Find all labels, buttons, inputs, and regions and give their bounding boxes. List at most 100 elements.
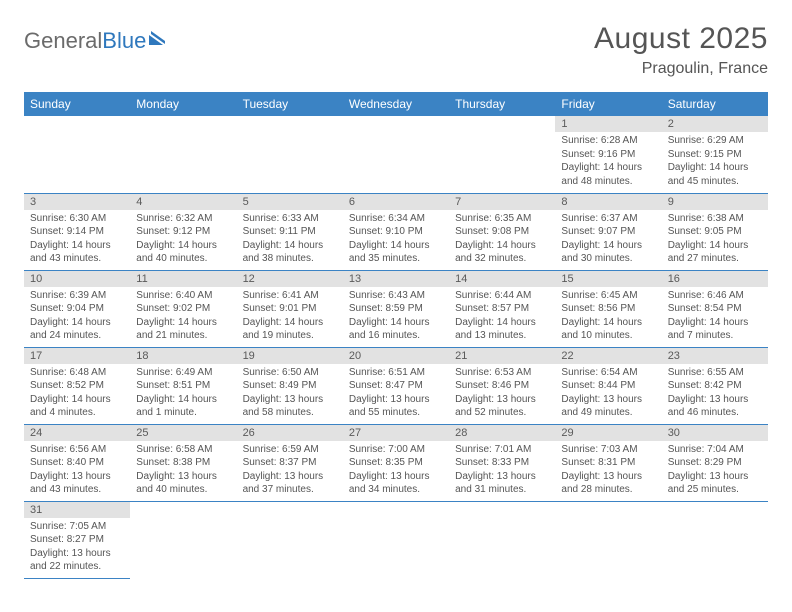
calendar-cell [343,501,449,578]
calendar-cell: 8Sunrise: 6:37 AMSunset: 9:07 PMDaylight… [555,193,661,270]
sunrise-text: Sunrise: 7:04 AM [668,443,762,457]
sunrise-text: Sunrise: 6:56 AM [30,443,124,457]
daylight-text: Daylight: 14 hours and 27 minutes. [668,239,762,266]
daylight-text: Daylight: 14 hours and 1 minute. [136,393,230,420]
calendar-cell [237,501,343,578]
sunset-text: Sunset: 8:57 PM [455,302,549,316]
sunrise-text: Sunrise: 6:46 AM [668,289,762,303]
daylight-text: Daylight: 13 hours and 40 minutes. [136,470,230,497]
day-details: Sunrise: 6:54 AMSunset: 8:44 PMDaylight:… [555,364,661,424]
sunrise-text: Sunrise: 6:28 AM [561,134,655,148]
calendar-week-row: 10Sunrise: 6:39 AMSunset: 9:04 PMDayligh… [24,270,768,347]
daylight-text: Daylight: 14 hours and 35 minutes. [349,239,443,266]
sunrise-text: Sunrise: 6:30 AM [30,212,124,226]
calendar-week-row: 1Sunrise: 6:28 AMSunset: 9:16 PMDaylight… [24,116,768,193]
calendar-body: 1Sunrise: 6:28 AMSunset: 9:16 PMDaylight… [24,116,768,578]
day-number: 25 [130,425,236,441]
day-details: Sunrise: 6:43 AMSunset: 8:59 PMDaylight:… [343,287,449,347]
month-title: August 2025 [594,22,768,56]
day-number: 11 [130,271,236,287]
calendar-page: GeneralBlue August 2025 Pragoulin, Franc… [0,0,792,601]
logo: GeneralBlue [24,22,169,54]
sunset-text: Sunset: 8:47 PM [349,379,443,393]
weekday-header: Friday [555,92,661,116]
calendar-cell: 11Sunrise: 6:40 AMSunset: 9:02 PMDayligh… [130,270,236,347]
sunset-text: Sunset: 9:10 PM [349,225,443,239]
day-number: 16 [662,271,768,287]
day-number: 20 [343,348,449,364]
sunrise-text: Sunrise: 6:48 AM [30,366,124,380]
daylight-text: Daylight: 13 hours and 34 minutes. [349,470,443,497]
weekday-header-row: SundayMondayTuesdayWednesdayThursdayFrid… [24,92,768,116]
sunrise-text: Sunrise: 6:29 AM [668,134,762,148]
calendar-cell: 9Sunrise: 6:38 AMSunset: 9:05 PMDaylight… [662,193,768,270]
day-number: 31 [24,502,130,518]
calendar-week-row: 24Sunrise: 6:56 AMSunset: 8:40 PMDayligh… [24,424,768,501]
daylight-text: Daylight: 13 hours and 49 minutes. [561,393,655,420]
daylight-text: Daylight: 14 hours and 40 minutes. [136,239,230,266]
sunset-text: Sunset: 9:15 PM [668,148,762,162]
sunrise-text: Sunrise: 6:39 AM [30,289,124,303]
header: GeneralBlue August 2025 Pragoulin, Franc… [24,22,768,78]
day-number: 9 [662,194,768,210]
day-details: Sunrise: 6:40 AMSunset: 9:02 PMDaylight:… [130,287,236,347]
daylight-text: Daylight: 14 hours and 19 minutes. [243,316,337,343]
calendar-cell: 26Sunrise: 6:59 AMSunset: 8:37 PMDayligh… [237,424,343,501]
day-details: Sunrise: 7:05 AMSunset: 8:27 PMDaylight:… [24,518,130,578]
calendar-cell: 4Sunrise: 6:32 AMSunset: 9:12 PMDaylight… [130,193,236,270]
day-number: 22 [555,348,661,364]
day-details: Sunrise: 7:00 AMSunset: 8:35 PMDaylight:… [343,441,449,501]
day-number: 3 [24,194,130,210]
day-details: Sunrise: 6:44 AMSunset: 8:57 PMDaylight:… [449,287,555,347]
day-details: Sunrise: 6:50 AMSunset: 8:49 PMDaylight:… [237,364,343,424]
sunrise-text: Sunrise: 7:03 AM [561,443,655,457]
calendar-cell: 22Sunrise: 6:54 AMSunset: 8:44 PMDayligh… [555,347,661,424]
calendar-cell: 27Sunrise: 7:00 AMSunset: 8:35 PMDayligh… [343,424,449,501]
logo-text-2: Blue [102,28,146,54]
daylight-text: Daylight: 13 hours and 55 minutes. [349,393,443,420]
daylight-text: Daylight: 14 hours and 7 minutes. [668,316,762,343]
daylight-text: Daylight: 13 hours and 52 minutes. [455,393,549,420]
sunrise-text: Sunrise: 6:38 AM [668,212,762,226]
calendar-cell: 12Sunrise: 6:41 AMSunset: 9:01 PMDayligh… [237,270,343,347]
calendar-cell: 30Sunrise: 7:04 AMSunset: 8:29 PMDayligh… [662,424,768,501]
daylight-text: Daylight: 14 hours and 10 minutes. [561,316,655,343]
sunrise-text: Sunrise: 7:01 AM [455,443,549,457]
day-number: 26 [237,425,343,441]
day-number: 2 [662,116,768,132]
day-number: 6 [343,194,449,210]
logo-text-1: General [24,28,102,54]
calendar-cell: 10Sunrise: 6:39 AMSunset: 9:04 PMDayligh… [24,270,130,347]
day-details: Sunrise: 6:29 AMSunset: 9:15 PMDaylight:… [662,132,768,192]
day-details: Sunrise: 7:01 AMSunset: 8:33 PMDaylight:… [449,441,555,501]
daylight-text: Daylight: 14 hours and 13 minutes. [455,316,549,343]
day-number: 7 [449,194,555,210]
sunrise-text: Sunrise: 7:00 AM [349,443,443,457]
daylight-text: Daylight: 14 hours and 45 minutes. [668,161,762,188]
calendar-cell: 25Sunrise: 6:58 AMSunset: 8:38 PMDayligh… [130,424,236,501]
calendar-cell: 24Sunrise: 6:56 AMSunset: 8:40 PMDayligh… [24,424,130,501]
calendar-cell [130,116,236,193]
sunset-text: Sunset: 8:31 PM [561,456,655,470]
sunrise-text: Sunrise: 6:43 AM [349,289,443,303]
day-details: Sunrise: 6:45 AMSunset: 8:56 PMDaylight:… [555,287,661,347]
daylight-text: Daylight: 13 hours and 58 minutes. [243,393,337,420]
sunset-text: Sunset: 9:14 PM [30,225,124,239]
sunset-text: Sunset: 8:46 PM [455,379,549,393]
daylight-text: Daylight: 13 hours and 43 minutes. [30,470,124,497]
sunrise-text: Sunrise: 6:32 AM [136,212,230,226]
day-number: 18 [130,348,236,364]
calendar-cell: 13Sunrise: 6:43 AMSunset: 8:59 PMDayligh… [343,270,449,347]
sunset-text: Sunset: 9:04 PM [30,302,124,316]
day-details: Sunrise: 6:37 AMSunset: 9:07 PMDaylight:… [555,210,661,270]
daylight-text: Daylight: 14 hours and 38 minutes. [243,239,337,266]
day-details: Sunrise: 6:39 AMSunset: 9:04 PMDaylight:… [24,287,130,347]
sunset-text: Sunset: 8:38 PM [136,456,230,470]
sunset-text: Sunset: 8:29 PM [668,456,762,470]
day-details: Sunrise: 6:38 AMSunset: 9:05 PMDaylight:… [662,210,768,270]
daylight-text: Daylight: 13 hours and 25 minutes. [668,470,762,497]
sunset-text: Sunset: 9:16 PM [561,148,655,162]
sunset-text: Sunset: 8:44 PM [561,379,655,393]
day-details: Sunrise: 6:30 AMSunset: 9:14 PMDaylight:… [24,210,130,270]
sunrise-text: Sunrise: 6:53 AM [455,366,549,380]
